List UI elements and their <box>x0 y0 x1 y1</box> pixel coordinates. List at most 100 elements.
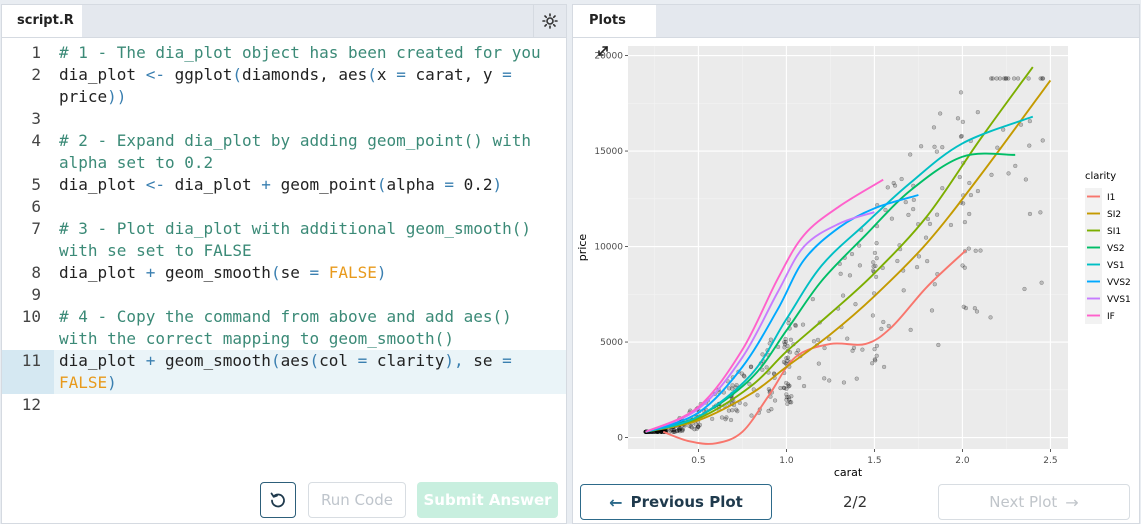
code-token: 0.2 <box>453 175 493 194</box>
code-token: = <box>309 263 320 282</box>
code-line[interactable]: 2 dia_plot <- ggplot(diamonds, aes(x = ca… <box>2 64 566 108</box>
data-point <box>892 183 898 188</box>
plot-panel <box>628 46 1068 449</box>
plots-pane: Plots 0.5 1.0 1.5 2.0 2.5 0 5000 10000 15000 2000… <box>572 4 1140 524</box>
code-token: ( <box>232 65 243 84</box>
arrow-right-icon: → <box>1065 492 1079 512</box>
data-point <box>785 358 790 363</box>
code-line[interactable]: 11 dia_plot + geom_smooth(aes(col = clari… <box>2 350 566 394</box>
data-point <box>787 383 792 388</box>
data-point <box>988 315 993 320</box>
data-point <box>997 76 1003 81</box>
code-token <box>59 197 69 216</box>
data-point <box>671 429 677 434</box>
series-line-si2 <box>645 79 1052 433</box>
code-token: # 1 - The dia_plot object has been creat… <box>59 43 541 62</box>
data-point <box>787 399 793 405</box>
data-point <box>748 364 754 370</box>
data-point <box>871 268 876 273</box>
code-line[interactable]: 5 dia_plot <- dia_plot + geom_point(alpha… <box>2 174 566 196</box>
code-token: # 4 - Copy the command from above and ad… <box>59 307 512 348</box>
tab-script[interactable]: script.R <box>2 5 82 37</box>
code-text: # 4 - Copy the command from above and ad… <box>59 306 559 350</box>
data-point <box>872 347 877 352</box>
legend-label: VVS2 <box>1107 278 1131 288</box>
data-point <box>672 429 677 434</box>
legend-label: VS1 <box>1107 261 1125 271</box>
submit-answer-button[interactable]: Submit Answer <box>417 482 558 518</box>
code-line[interactable]: 3 <box>2 108 566 130</box>
data-point <box>1039 280 1044 285</box>
code-text <box>59 284 559 306</box>
data-point <box>727 386 732 391</box>
legend-label: SI1 <box>1107 227 1121 237</box>
data-point <box>932 144 937 149</box>
data-point <box>1006 76 1011 81</box>
code-token: dia_plot <box>59 351 146 370</box>
code-token: # 2 - Expand dia_plot by adding geom_poi… <box>59 131 532 172</box>
data-point <box>785 343 790 349</box>
code-token: geom_point <box>270 175 377 194</box>
data-point <box>676 427 682 433</box>
data-point <box>782 385 787 391</box>
data-point <box>739 371 744 376</box>
code-token: col <box>319 351 358 370</box>
code-line[interactable]: 7 # 3 - Plot dia_plot with additional geo… <box>2 218 566 262</box>
data-point <box>786 382 791 387</box>
tab-plots[interactable]: Plots <box>573 5 656 56</box>
code-text: dia_plot + geom_smooth(aes(col = clarity… <box>59 350 559 394</box>
code-line[interactable]: 8 dia_plot + geom_smooth(se = FALSE) <box>2 262 566 284</box>
data-point <box>854 376 859 381</box>
data-point <box>724 415 729 420</box>
data-point <box>886 323 891 329</box>
data-point <box>966 246 971 251</box>
arrow-left-icon: ← <box>609 492 623 512</box>
code-text <box>59 394 559 416</box>
data-point <box>870 361 875 366</box>
code-token: dia_plot <box>59 175 146 194</box>
data-point <box>789 394 794 399</box>
data-point <box>694 426 699 431</box>
data-point <box>873 274 879 279</box>
data-point <box>827 336 832 341</box>
data-point <box>687 423 692 429</box>
data-point <box>959 133 964 139</box>
code-line[interactable]: 10 # 4 - Copy the command from above and … <box>2 306 566 350</box>
run-code-button[interactable]: Run Code <box>308 482 406 518</box>
data-point <box>793 322 798 328</box>
data-point <box>677 429 682 434</box>
expand-icon[interactable] <box>597 45 609 57</box>
data-point <box>755 393 760 398</box>
data-point <box>989 172 994 177</box>
data-point <box>793 323 798 328</box>
line-number: 8 <box>31 263 41 282</box>
reset-icon <box>270 492 285 508</box>
data-point <box>891 180 896 186</box>
data-point <box>787 350 793 355</box>
previous-plot-button[interactable]: ← Previous Plot <box>580 484 772 520</box>
legend-title: clarity <box>1085 171 1116 182</box>
data-point <box>743 402 748 407</box>
data-point <box>931 125 937 130</box>
code-line[interactable]: 9 <box>2 284 566 306</box>
next-plot-button[interactable]: Next Plot → <box>938 484 1130 520</box>
data-point <box>853 302 858 307</box>
code-line[interactable]: 6 <box>2 196 566 218</box>
data-point <box>851 345 857 350</box>
data-point <box>975 110 980 115</box>
code-editor[interactable]: 1 # 1 - The dia_plot object has been crea… <box>2 42 566 416</box>
data-point <box>1027 119 1032 124</box>
data-point <box>989 76 994 81</box>
code-token: <- <box>145 65 165 84</box>
data-point <box>938 111 943 116</box>
theme-toggle-button[interactable] <box>533 5 566 37</box>
plots-tab-label: Plots <box>589 13 626 28</box>
code-line[interactable]: 12 <box>2 394 566 416</box>
data-point <box>742 374 747 379</box>
reset-button[interactable] <box>260 482 296 518</box>
code-line[interactable]: 4 # 2 - Expand dia_plot by adding geom_po… <box>2 130 566 174</box>
data-point <box>901 288 906 293</box>
code-line[interactable]: 1 # 1 - The dia_plot object has been crea… <box>2 42 566 64</box>
data-point <box>838 271 843 276</box>
code-token: FALSE <box>319 263 377 282</box>
